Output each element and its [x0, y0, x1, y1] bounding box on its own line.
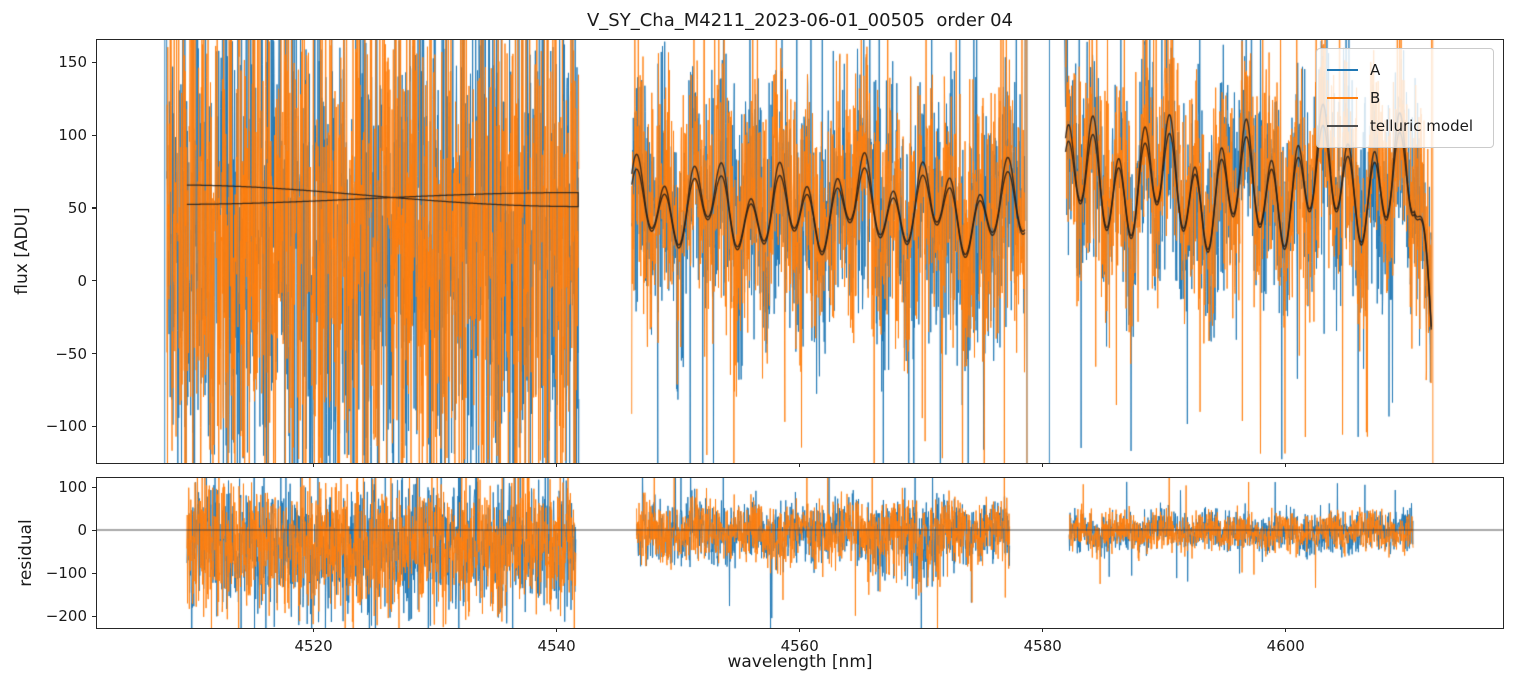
legend-entry-b: B — [1327, 84, 1483, 112]
y-tick-mark — [92, 61, 96, 64]
legend-line-b-swatch — [1327, 97, 1358, 99]
y-tick-label: 0 — [77, 271, 87, 290]
legend: A B telluric model — [1316, 48, 1494, 148]
y-tick-mark — [92, 134, 96, 136]
y-tick-mark — [92, 207, 96, 209]
plot-title: V_SY_Cha_M4211_2023-06-01_00505 order 04 — [586, 10, 1013, 31]
x-tick-mark — [799, 628, 801, 633]
x-tick-mark — [1285, 628, 1287, 633]
legend-label-b: B — [1370, 89, 1381, 107]
x-tick-label: 4560 — [780, 637, 819, 655]
x-tick-mark — [1285, 463, 1287, 468]
residual-plot-canvas — [97, 478, 1503, 628]
x-tick-label: 4520 — [294, 637, 333, 655]
y-tick-label: 100 — [58, 478, 87, 497]
x-tick-mark — [1042, 463, 1044, 468]
y-tick-label: −50 — [55, 344, 87, 363]
y-tick-mark — [92, 529, 96, 531]
y-tick-label: 100 — [58, 126, 87, 145]
y-tick-mark — [92, 615, 96, 617]
y-tick-label: −200 — [45, 607, 87, 626]
x-tick-mark — [799, 463, 801, 468]
x-tick-mark — [556, 463, 558, 468]
y-tick-label: −100 — [45, 417, 87, 436]
y-tick-mark — [92, 572, 96, 574]
y-tick-mark — [92, 486, 96, 488]
y-tick-label: 150 — [58, 53, 87, 72]
y-tick-mark — [92, 352, 96, 355]
legend-line-telluric-swatch — [1327, 125, 1358, 127]
legend-entry-a: A — [1327, 56, 1483, 84]
x-tick-mark — [556, 628, 558, 633]
x-tick-label: 4600 — [1266, 637, 1305, 655]
y-tick-label: 50 — [67, 198, 87, 217]
flux-axes — [96, 39, 1504, 464]
flux-plot-canvas — [97, 40, 1503, 463]
legend-line-a-swatch — [1327, 69, 1358, 71]
legend-label-a: A — [1370, 61, 1381, 79]
x-tick-label: 4540 — [537, 637, 576, 655]
y-tick-label: 0 — [77, 521, 87, 540]
x-tick-label: 4580 — [1023, 637, 1062, 655]
legend-label-telluric-model: telluric model — [1370, 117, 1474, 135]
x-tick-mark — [312, 463, 315, 468]
x-tick-mark — [312, 628, 315, 633]
residual-axes — [96, 477, 1504, 629]
x-tick-mark — [1042, 628, 1044, 633]
y-tick-label: −100 — [45, 564, 87, 583]
y-tick-mark — [92, 425, 96, 427]
y-tick-mark — [92, 280, 96, 282]
wavelength-axis-label: wavelength [nm] — [727, 652, 873, 672]
legend-entry-telluric-model: telluric model — [1327, 112, 1483, 140]
